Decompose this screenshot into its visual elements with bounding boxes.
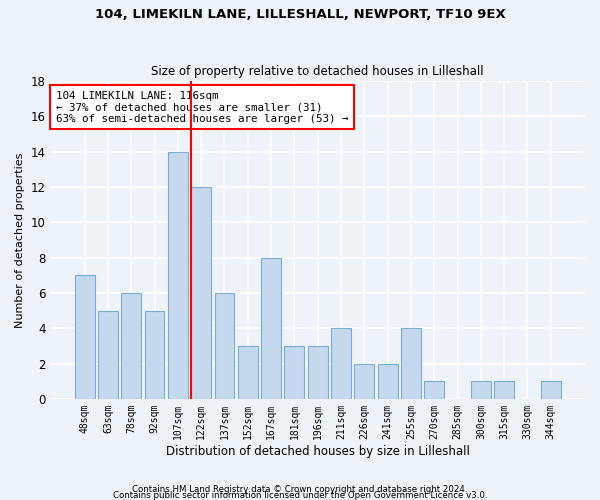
Bar bbox=[261, 258, 281, 399]
X-axis label: Distribution of detached houses by size in Lilleshall: Distribution of detached houses by size … bbox=[166, 444, 470, 458]
Bar bbox=[541, 381, 561, 399]
Bar bbox=[238, 346, 257, 399]
Bar bbox=[331, 328, 351, 399]
Bar bbox=[494, 381, 514, 399]
Text: 104 LIMEKILN LANE: 116sqm
← 37% of detached houses are smaller (31)
63% of semi-: 104 LIMEKILN LANE: 116sqm ← 37% of detac… bbox=[56, 90, 348, 124]
Bar bbox=[75, 276, 95, 399]
Bar bbox=[145, 310, 164, 399]
Bar bbox=[121, 293, 141, 399]
Title: Size of property relative to detached houses in Lilleshall: Size of property relative to detached ho… bbox=[151, 66, 484, 78]
Text: 104, LIMEKILN LANE, LILLESHALL, NEWPORT, TF10 9EX: 104, LIMEKILN LANE, LILLESHALL, NEWPORT,… bbox=[95, 8, 505, 20]
Text: Contains public sector information licensed under the Open Government Licence v3: Contains public sector information licen… bbox=[113, 490, 487, 500]
Bar bbox=[98, 310, 118, 399]
Bar bbox=[378, 364, 398, 399]
Bar bbox=[471, 381, 491, 399]
Bar bbox=[355, 364, 374, 399]
Bar bbox=[424, 381, 444, 399]
Bar bbox=[308, 346, 328, 399]
Text: Contains HM Land Registry data © Crown copyright and database right 2024.: Contains HM Land Registry data © Crown c… bbox=[132, 484, 468, 494]
Bar bbox=[215, 293, 235, 399]
Bar bbox=[191, 187, 211, 399]
Y-axis label: Number of detached properties: Number of detached properties bbox=[15, 152, 25, 328]
Bar bbox=[284, 346, 304, 399]
Bar bbox=[168, 152, 188, 399]
Bar bbox=[401, 328, 421, 399]
